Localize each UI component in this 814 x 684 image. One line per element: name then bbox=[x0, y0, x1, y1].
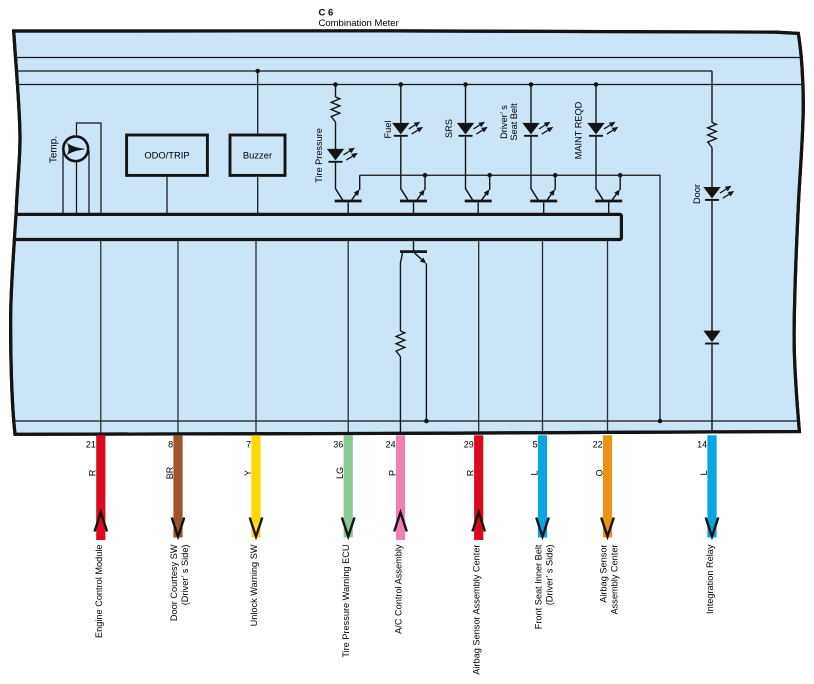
svg-text:Combination Meter: Combination Meter bbox=[319, 18, 399, 29]
svg-text:(Driver’ s Side): (Driver’ s Side) bbox=[544, 545, 554, 606]
svg-text:P: P bbox=[387, 470, 397, 476]
svg-text:BR: BR bbox=[165, 466, 175, 479]
svg-text:Integration Relay: Integration Relay bbox=[705, 544, 715, 614]
svg-text:Airbag Sensor Assembly Center: Airbag Sensor Assembly Center bbox=[472, 545, 482, 675]
svg-text:Driver’ s: Driver’ s bbox=[499, 105, 509, 139]
svg-text:5: 5 bbox=[533, 439, 538, 449]
svg-text:36: 36 bbox=[333, 439, 343, 449]
svg-text:Front Seat Inner Belt: Front Seat Inner Belt bbox=[533, 544, 543, 629]
svg-text:A/C Control Assembly: A/C Control Assembly bbox=[394, 544, 404, 634]
svg-text:ODO/TRIP: ODO/TRIP bbox=[144, 150, 189, 161]
svg-text:C 6: C 6 bbox=[319, 8, 334, 19]
svg-text:Engine Control Module: Engine Control Module bbox=[94, 545, 104, 638]
svg-text:Door: Door bbox=[692, 184, 702, 204]
svg-text:22: 22 bbox=[593, 439, 603, 449]
svg-text:Fuel: Fuel bbox=[383, 121, 393, 139]
svg-text:O: O bbox=[594, 469, 604, 476]
svg-text:7: 7 bbox=[246, 439, 251, 449]
svg-text:MAINT REQD: MAINT REQD bbox=[573, 101, 583, 159]
svg-text:(Driver’ s Side): (Driver’ s Side) bbox=[180, 545, 190, 606]
svg-text:Assembly Center: Assembly Center bbox=[609, 545, 619, 615]
svg-text:Tire Pressure: Tire Pressure bbox=[314, 128, 324, 183]
svg-text:Buzzer: Buzzer bbox=[243, 150, 272, 161]
svg-text:LG: LG bbox=[335, 467, 345, 479]
svg-text:Seat Belt: Seat Belt bbox=[509, 103, 519, 141]
svg-text:L: L bbox=[699, 470, 709, 475]
svg-text:29: 29 bbox=[464, 439, 474, 449]
svg-text:14: 14 bbox=[697, 439, 707, 449]
svg-text:Tire Pressure Warning ECU: Tire Pressure Warning ECU bbox=[341, 545, 351, 658]
svg-text:SRS: SRS bbox=[444, 119, 454, 138]
svg-text:R: R bbox=[88, 469, 98, 476]
svg-text:8: 8 bbox=[168, 439, 173, 449]
svg-text:R: R bbox=[466, 469, 476, 476]
svg-text:L: L bbox=[529, 470, 539, 475]
svg-text:24: 24 bbox=[386, 439, 396, 449]
svg-text:Door Courtesy SW: Door Courtesy SW bbox=[169, 544, 179, 621]
svg-text:Temp.: Temp. bbox=[48, 136, 59, 163]
svg-text:21: 21 bbox=[86, 439, 96, 449]
svg-text:Unlock Warning SW: Unlock Warning SW bbox=[249, 544, 259, 626]
svg-text:Y: Y bbox=[243, 470, 253, 476]
svg-text:Airbag Sensor: Airbag Sensor bbox=[598, 545, 608, 603]
